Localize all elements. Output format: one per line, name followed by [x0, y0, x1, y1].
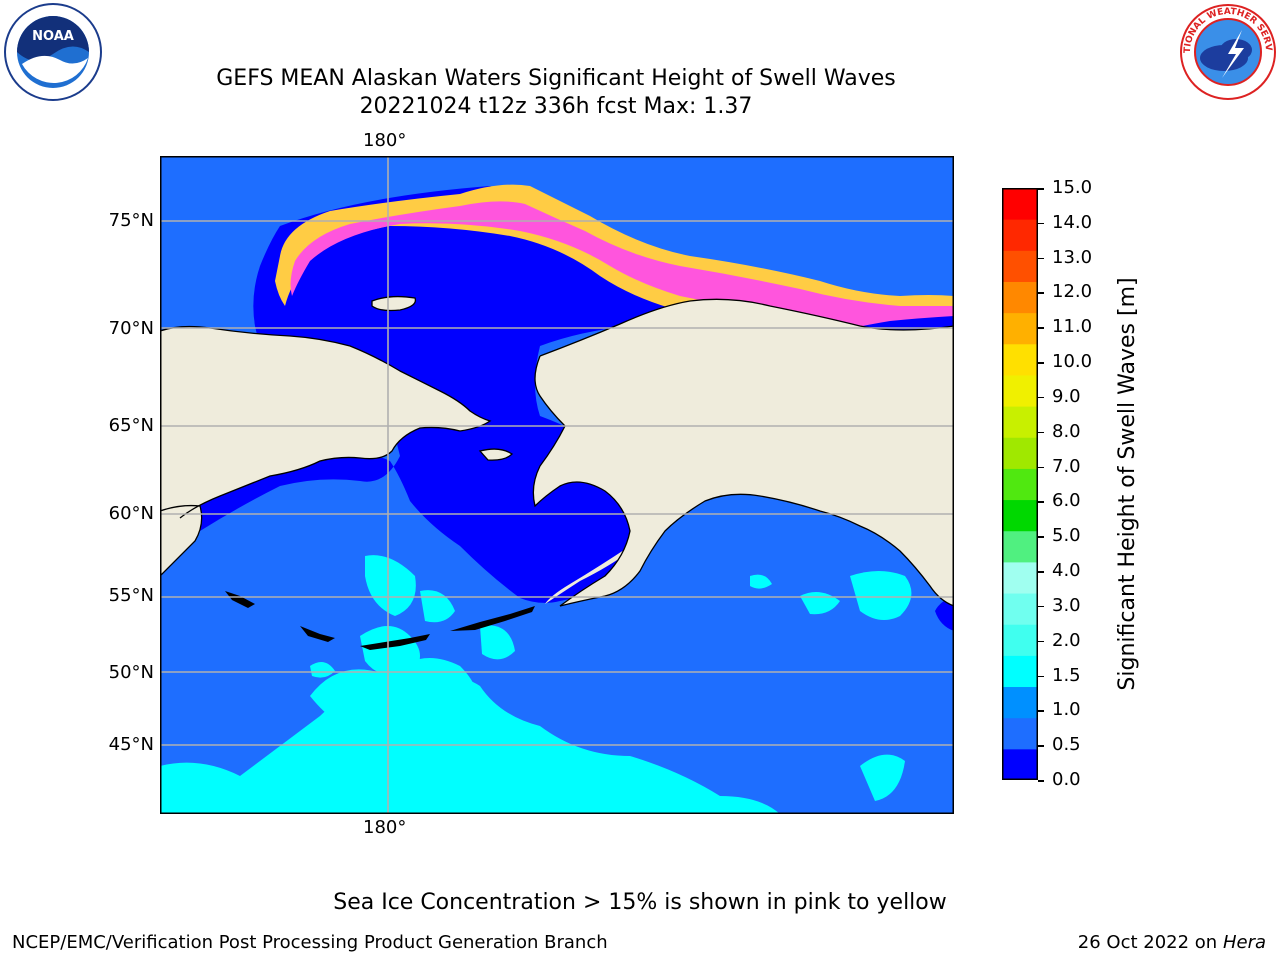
colorbar-tick-label: 5.0: [1052, 525, 1081, 547]
colorbar-segment: [1002, 561, 1038, 594]
lat-label-50: 50°N: [108, 662, 154, 683]
colorbar-tick-label: 10.0: [1052, 351, 1093, 373]
colorbar-segment: [1002, 593, 1038, 625]
colorbar-tick-mark: [1038, 710, 1044, 712]
lat-label-45: 45°N: [108, 734, 154, 755]
colorbar-tick-mark: [1038, 466, 1044, 469]
credit-text: NCEP/EMC/Verification Post Processing Pr…: [12, 932, 608, 953]
colorbar-tick-label: 14.0: [1052, 211, 1093, 233]
lon-label-top: 180°: [363, 130, 407, 151]
colorbar-segment: [1002, 468, 1038, 501]
chart-title: GEFS MEAN Alaskan Waters Significant Hei…: [216, 66, 896, 91]
colorbar-tick-label: 6.0: [1052, 490, 1081, 512]
lat-label-70: 70°N: [108, 318, 154, 339]
kamchatka-land: [160, 505, 202, 576]
chart-subtitle: 20221024 t12z 336h fcst Max: 1.37: [359, 94, 753, 119]
alaska-peninsula: [545, 546, 630, 604]
colorbar: [1002, 188, 1038, 780]
colorbar-tick-mark: [1038, 745, 1044, 747]
map-frame: [160, 156, 954, 814]
colorbar-segment: [1002, 406, 1038, 438]
colorbar-frame: [1002, 188, 1038, 780]
colorbar-tick-label: 8.0: [1052, 420, 1081, 442]
noaa-logo: NOAA: [4, 3, 102, 101]
colorbar-segment: [1002, 655, 1038, 688]
graticule: [160, 156, 954, 814]
colorbar-segment: [1002, 250, 1038, 282]
colorbar-title: Significant Height of Swell Waves [m]: [1115, 277, 1140, 691]
colorbar-segment: [1002, 530, 1038, 563]
colorbar-tick-label: 0.5: [1052, 734, 1081, 756]
colorbar-tick-mark: [1038, 362, 1044, 364]
colorbar-tick-mark: [1038, 675, 1044, 678]
wrangel-island: [372, 296, 416, 311]
lon-label-bottom: 180°: [363, 817, 407, 838]
colorbar-segment: [1002, 437, 1038, 469]
colorbar-tick-label: 11.0: [1052, 316, 1093, 338]
colorbar-segment: [1002, 219, 1038, 251]
colorbar-tick-label: 4.0: [1052, 560, 1081, 582]
colorbar-tick-mark: [1038, 188, 1044, 190]
colorbar-tick-label: 7.0: [1052, 455, 1081, 477]
lat-label-65: 65°N: [108, 415, 154, 436]
colorbar-tick-label: 2.0: [1052, 629, 1081, 651]
colorbar-segment: [1002, 624, 1038, 656]
colorbar-tick-label: 1.5: [1052, 664, 1081, 686]
colorbar-segment: [1002, 343, 1038, 376]
generation-date: 26 Oct 2022 on Hera: [1077, 932, 1266, 953]
colorbar-segment: [1002, 717, 1038, 750]
colorbar-tick-label: 12.0: [1052, 281, 1093, 303]
colorbar-tick-mark: [1038, 640, 1044, 643]
machine-name: Hera: [1222, 932, 1266, 953]
colorbar-tick-mark: [1038, 571, 1044, 573]
st-lawrence-island: [480, 449, 512, 461]
colorbar-tick-label: 1.0: [1052, 699, 1081, 721]
colorbar-tick-label: 3.0: [1052, 594, 1081, 616]
colorbar-segment: [1002, 499, 1038, 532]
colorbar-tick-label: 15.0: [1052, 177, 1093, 198]
colorbar-segment: [1002, 374, 1038, 407]
noaa-wordmark: NOAA: [32, 29, 74, 44]
colorbar-tick-mark: [1038, 327, 1044, 329]
colorbar-tick-mark: [1038, 536, 1044, 538]
colorbar-tick-mark: [1038, 396, 1044, 399]
colorbar-segment: [1002, 748, 1038, 780]
lat-label-55: 55°N: [108, 585, 154, 606]
colorbar-tick-label: 9.0: [1052, 385, 1081, 407]
colorbar-tick-label: 13.0: [1052, 246, 1093, 268]
colorbar-segment: [1002, 281, 1038, 314]
colorbar-tick-label: 0.0: [1052, 769, 1081, 790]
colorbar-tick-mark: [1038, 780, 1044, 782]
alaska-land: [533, 299, 954, 606]
lat-label-60: 60°N: [108, 503, 154, 524]
nws-logo: NATIONAL WEATHER SERVICE: [1178, 2, 1276, 100]
colorbar-tick-mark: [1038, 222, 1044, 225]
aleutian-islands: [225, 591, 535, 650]
land-region: [160, 296, 954, 606]
colorbar-tick-mark: [1038, 257, 1044, 260]
colorbar-segment: [1002, 312, 1038, 345]
sea-ice-note: Sea Ice Concentration > 15% is shown in …: [333, 890, 947, 915]
colorbar-tick-mark: [1038, 431, 1044, 434]
colorbar-tick-mark: [1038, 605, 1044, 608]
colorbar-segment: [1002, 188, 1038, 220]
swell-height-map: [160, 156, 954, 814]
colorbar-segment: [1002, 686, 1038, 719]
colorbar-tick-mark: [1038, 292, 1044, 294]
lat-label-75: 75°N: [108, 210, 154, 231]
colorbar-tick-mark: [1038, 501, 1044, 503]
